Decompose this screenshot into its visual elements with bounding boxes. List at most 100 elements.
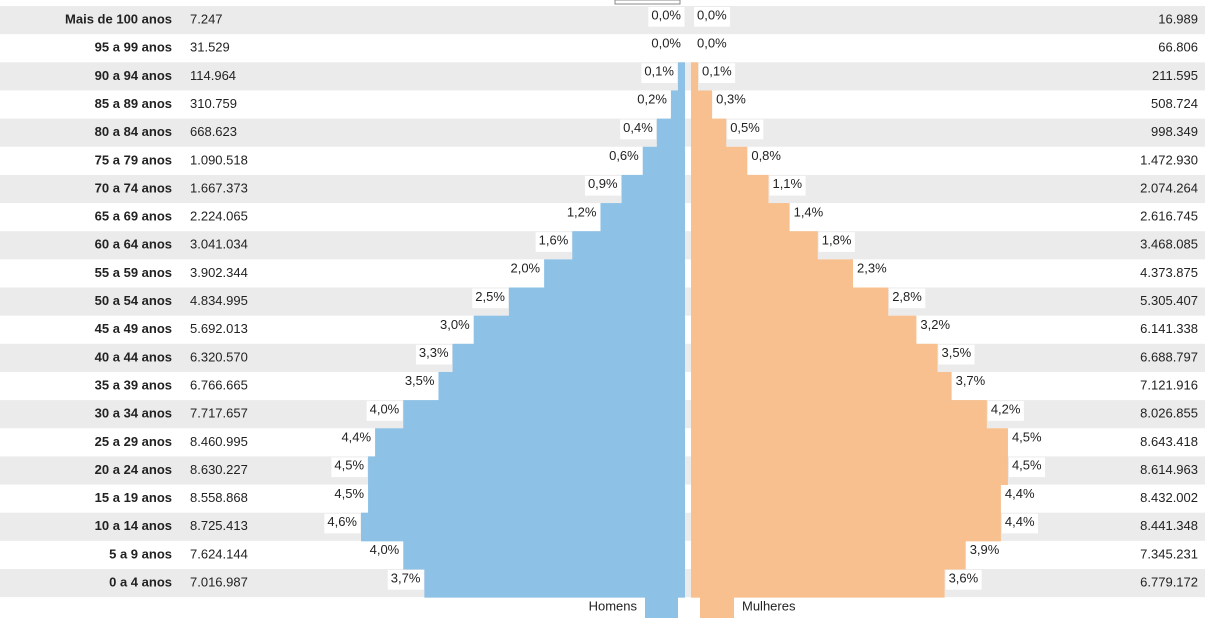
women-count: 8.643.418	[1140, 434, 1198, 449]
value-label: 2,5%	[475, 289, 505, 304]
top-marker	[614, 0, 681, 5]
age-label: Mais de 100 anos	[65, 12, 172, 27]
value-label-box	[713, 91, 750, 112]
bar	[691, 371, 952, 401]
age-label: 95 a 99 anos	[95, 40, 172, 55]
bar	[670, 90, 685, 120]
row-background	[0, 118, 1205, 147]
women-count: 8.432.002	[1140, 490, 1198, 505]
value-label-box	[648, 7, 685, 27]
value-label: 3,3%	[419, 345, 449, 360]
value-label: 3,2%	[920, 317, 950, 332]
bar	[691, 231, 818, 260]
bar	[677, 62, 685, 91]
value-label: 0,8%	[751, 148, 781, 163]
age-label: 25 a 29 anos	[95, 434, 172, 449]
value-label-box	[854, 260, 891, 281]
value-label: 0,1%	[702, 64, 732, 79]
value-label: 0,5%	[730, 120, 760, 135]
women-count: 2.616.745	[1140, 209, 1198, 224]
value-label: 4,5%	[1012, 430, 1042, 445]
women-count: 16.989	[1158, 12, 1198, 27]
men-count: 7.016.987	[190, 575, 248, 590]
men-count: 2.224.065	[190, 209, 248, 224]
women-count: 211.595	[1152, 68, 1198, 83]
women-count: 7.345.231	[1140, 546, 1198, 561]
value-label-box	[507, 260, 544, 281]
value-label: 0,4%	[623, 120, 653, 135]
value-label: 0,1%	[644, 64, 674, 79]
bar	[691, 343, 938, 373]
value-label-box	[331, 457, 368, 478]
value-label-box	[648, 35, 685, 55]
bar	[361, 512, 685, 542]
value-label: 1,4%	[794, 204, 824, 219]
bar	[691, 569, 945, 598]
bar	[691, 203, 790, 232]
value-label-box	[727, 119, 764, 140]
value-label: 0,2%	[637, 92, 667, 107]
row-background	[0, 6, 1205, 35]
value-label: 0,0%	[697, 35, 727, 50]
value-label: 3,6%	[949, 570, 979, 585]
value-label-box	[584, 175, 622, 196]
men-count: 8.630.227	[190, 462, 248, 477]
women-count: 6.141.338	[1140, 321, 1198, 336]
bar	[691, 174, 769, 204]
women-count: 508.724	[1151, 96, 1198, 111]
men-count: 3.902.344	[190, 265, 248, 280]
age-label: 30 a 34 anos	[95, 406, 172, 421]
bar	[691, 512, 1001, 542]
bar	[691, 118, 727, 148]
age-label: 40 a 44 anos	[95, 349, 172, 364]
value-label-box	[694, 7, 731, 27]
value-label-box	[987, 401, 1024, 421]
value-label-box	[331, 485, 368, 506]
value-label: 0,0%	[697, 7, 727, 22]
value-label: 0,3%	[716, 92, 746, 107]
value-label: 3,7%	[391, 570, 421, 585]
value-label-box	[952, 372, 989, 393]
value-label-box	[917, 316, 954, 337]
value-label-box	[1008, 457, 1046, 478]
legend-swatch	[700, 597, 734, 618]
value-label-box	[769, 175, 806, 196]
bar	[452, 343, 685, 373]
bar	[621, 174, 685, 204]
value-label: 1,1%	[772, 176, 802, 191]
age-label: 45 a 49 anos	[95, 321, 172, 336]
bar	[642, 146, 685, 176]
age-label: 85 a 89 anos	[95, 96, 172, 111]
bar	[656, 118, 685, 148]
value-label-box	[699, 63, 736, 84]
value-label-box	[1008, 429, 1046, 449]
bar	[544, 259, 685, 288]
women-count: 8.614.963	[1140, 462, 1198, 477]
legend-swatch	[645, 597, 678, 618]
legend-label: Homens	[589, 599, 638, 614]
bar	[375, 428, 685, 457]
bar	[691, 315, 917, 345]
value-label: 4,5%	[334, 458, 364, 473]
bar	[438, 371, 685, 401]
women-count: 998.349	[1151, 124, 1198, 139]
bar	[691, 146, 748, 176]
value-label-box	[938, 344, 975, 365]
bar	[691, 90, 713, 120]
age-label: 90 a 94 anos	[95, 68, 172, 83]
value-label: 4,4%	[1005, 514, 1035, 529]
value-label: 4,0%	[370, 401, 400, 416]
value-label-box	[889, 288, 926, 309]
age-label: 10 a 14 anos	[95, 518, 172, 533]
value-label-box	[338, 429, 375, 449]
value-label-box	[818, 232, 855, 252]
value-label-box	[694, 35, 731, 55]
bar	[691, 400, 987, 429]
bar	[691, 428, 1008, 457]
bar	[508, 287, 685, 317]
age-label: 35 a 39 anos	[95, 377, 172, 392]
age-label: 50 a 54 anos	[95, 293, 172, 308]
value-label: 4,0%	[370, 542, 400, 557]
men-count: 8.460.995	[190, 434, 248, 449]
value-label: 4,5%	[1012, 458, 1042, 473]
